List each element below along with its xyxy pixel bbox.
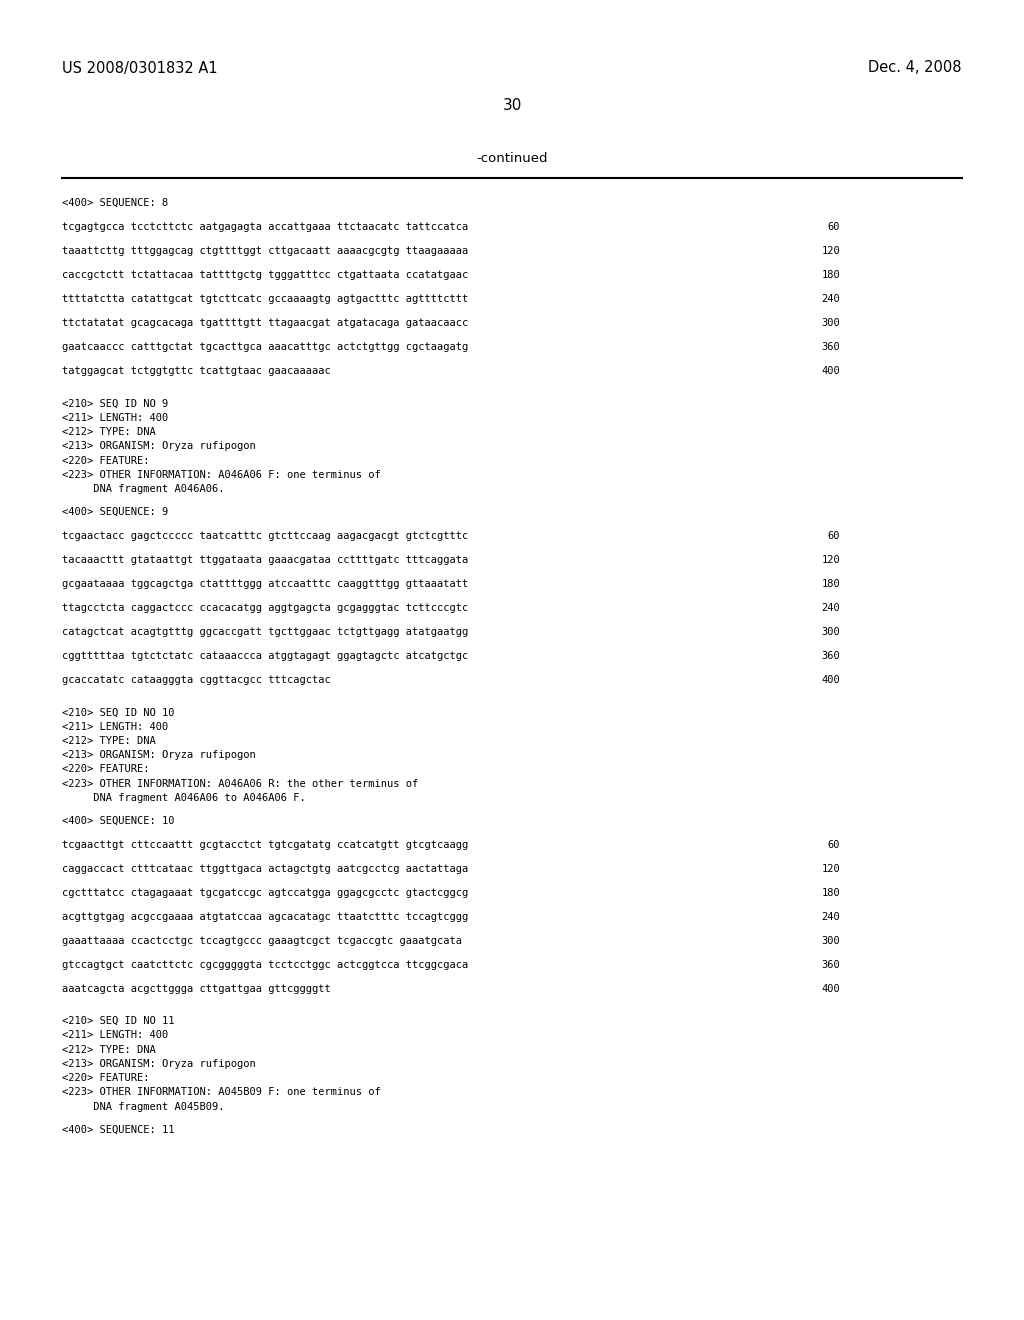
Text: tatggagcat tctggtgttc tcattgtaac gaacaaaaac: tatggagcat tctggtgttc tcattgtaac gaacaaa… [62,366,331,376]
Text: 300: 300 [821,936,840,945]
Text: 60: 60 [827,840,840,850]
Text: 180: 180 [821,887,840,898]
Text: <211> LENGTH: 400: <211> LENGTH: 400 [62,1031,168,1040]
Text: <400> SEQUENCE: 11: <400> SEQUENCE: 11 [62,1125,174,1134]
Text: <400> SEQUENCE: 8: <400> SEQUENCE: 8 [62,198,168,209]
Text: 180: 180 [821,578,840,589]
Text: ttagcctcta caggactccc ccacacatgg aggtgagcta gcgagggtac tcttcccgtc: ttagcctcta caggactccc ccacacatgg aggtgag… [62,603,468,612]
Text: -continued: -continued [476,152,548,165]
Text: <220> FEATURE:: <220> FEATURE: [62,1073,150,1084]
Text: ttttatctta catattgcat tgtcttcatc gccaaaagtg agtgactttc agttttcttt: ttttatctta catattgcat tgtcttcatc gccaaaa… [62,294,468,304]
Text: 120: 120 [821,863,840,874]
Text: acgttgtgag acgccgaaaa atgtatccaa agcacatagc ttaatctttc tccagtcggg: acgttgtgag acgccgaaaa atgtatccaa agcacat… [62,912,468,921]
Text: <223> OTHER INFORMATION: A045B09 F: one terminus of: <223> OTHER INFORMATION: A045B09 F: one … [62,1088,381,1097]
Text: <210> SEQ ID NO 11: <210> SEQ ID NO 11 [62,1016,174,1026]
Text: cgctttatcc ctagagaaat tgcgatccgc agtccatgga ggagcgcctc gtactcggcg: cgctttatcc ctagagaaat tgcgatccgc agtccat… [62,887,468,898]
Text: US 2008/0301832 A1: US 2008/0301832 A1 [62,61,218,75]
Text: <210> SEQ ID NO 10: <210> SEQ ID NO 10 [62,708,174,717]
Text: caccgctctt tctattacaa tattttgctg tgggatttcc ctgattaata ccatatgaac: caccgctctt tctattacaa tattttgctg tgggatt… [62,271,468,280]
Text: 30: 30 [503,98,521,112]
Text: 400: 400 [821,675,840,685]
Text: DNA fragment A046A06.: DNA fragment A046A06. [62,484,224,494]
Text: <210> SEQ ID NO 9: <210> SEQ ID NO 9 [62,399,168,408]
Text: <213> ORGANISM: Oryza rufipogon: <213> ORGANISM: Oryza rufipogon [62,750,256,760]
Text: DNA fragment A045B09.: DNA fragment A045B09. [62,1102,224,1111]
Text: 180: 180 [821,271,840,280]
Text: 240: 240 [821,294,840,304]
Text: <212> TYPE: DNA: <212> TYPE: DNA [62,1044,156,1055]
Text: 240: 240 [821,603,840,612]
Text: gaaattaaaa ccactcctgc tccagtgccc gaaagtcgct tcgaccgtc gaaatgcata: gaaattaaaa ccactcctgc tccagtgccc gaaagtc… [62,936,462,945]
Text: caggaccact ctttcataac ttggttgaca actagctgtg aatcgcctcg aactattaga: caggaccact ctttcataac ttggttgaca actagct… [62,863,468,874]
Text: ttctatatat gcagcacaga tgattttgtt ttagaacgat atgatacaga gataacaacc: ttctatatat gcagcacaga tgattttgtt ttagaac… [62,318,468,327]
Text: tacaaacttt gtataattgt ttggataata gaaacgataa ccttttgatc tttcaggata: tacaaacttt gtataattgt ttggataata gaaacga… [62,554,468,565]
Text: <223> OTHER INFORMATION: A046A06 R: the other terminus of: <223> OTHER INFORMATION: A046A06 R: the … [62,779,418,788]
Text: <213> ORGANISM: Oryza rufipogon: <213> ORGANISM: Oryza rufipogon [62,1059,256,1069]
Text: tcgaacttgt cttccaattt gcgtacctct tgtcgatatg ccatcatgtt gtcgtcaagg: tcgaacttgt cttccaattt gcgtacctct tgtcgat… [62,840,468,850]
Text: Dec. 4, 2008: Dec. 4, 2008 [868,61,962,75]
Text: <213> ORGANISM: Oryza rufipogon: <213> ORGANISM: Oryza rufipogon [62,441,256,451]
Text: <400> SEQUENCE: 10: <400> SEQUENCE: 10 [62,816,174,825]
Text: gcaccatatc cataagggta cggttacgcc tttcagctac: gcaccatatc cataagggta cggttacgcc tttcagc… [62,675,331,685]
Text: <400> SEQUENCE: 9: <400> SEQUENCE: 9 [62,507,168,517]
Text: aaatcagcta acgcttggga cttgattgaa gttcggggtt: aaatcagcta acgcttggga cttgattgaa gttcggg… [62,983,331,994]
Text: catagctcat acagtgtttg ggcaccgatt tgcttggaac tctgttgagg atatgaatgg: catagctcat acagtgtttg ggcaccgatt tgcttgg… [62,627,468,636]
Text: gaatcaaccc catttgctat tgcacttgca aaacatttgc actctgttgg cgctaagatg: gaatcaaccc catttgctat tgcacttgca aaacatt… [62,342,468,352]
Text: <220> FEATURE:: <220> FEATURE: [62,764,150,775]
Text: 240: 240 [821,912,840,921]
Text: gcgaataaaa tggcagctga ctattttggg atccaatttc caaggtttgg gttaaatatt: gcgaataaaa tggcagctga ctattttggg atccaat… [62,578,468,589]
Text: 400: 400 [821,983,840,994]
Text: 360: 360 [821,342,840,352]
Text: <212> TYPE: DNA: <212> TYPE: DNA [62,735,156,746]
Text: 60: 60 [827,531,840,541]
Text: cggtttttaa tgtctctatc cataaaccca atggtagagt ggagtagctc atcatgctgc: cggtttttaa tgtctctatc cataaaccca atggtag… [62,651,468,661]
Text: <220> FEATURE:: <220> FEATURE: [62,455,150,466]
Text: taaattcttg tttggagcag ctgttttggt cttgacaatt aaaacgcgtg ttaagaaaaa: taaattcttg tttggagcag ctgttttggt cttgaca… [62,246,468,256]
Text: tcgaactacc gagctccccc taatcatttc gtcttccaag aagacgacgt gtctcgtttc: tcgaactacc gagctccccc taatcatttc gtcttcc… [62,531,468,541]
Text: <211> LENGTH: 400: <211> LENGTH: 400 [62,722,168,731]
Text: tcgagtgcca tcctcttctc aatgagagta accattgaaa ttctaacatc tattccatca: tcgagtgcca tcctcttctc aatgagagta accattg… [62,222,468,232]
Text: 120: 120 [821,246,840,256]
Text: 300: 300 [821,627,840,636]
Text: 360: 360 [821,651,840,661]
Text: 60: 60 [827,222,840,232]
Text: gtccagtgct caatcttctc cgcgggggta tcctcctggc actcggtcca ttcggcgaca: gtccagtgct caatcttctc cgcgggggta tcctcct… [62,960,468,970]
Text: <223> OTHER INFORMATION: A046A06 F: one terminus of: <223> OTHER INFORMATION: A046A06 F: one … [62,470,381,479]
Text: 400: 400 [821,366,840,376]
Text: 120: 120 [821,554,840,565]
Text: <211> LENGTH: 400: <211> LENGTH: 400 [62,413,168,422]
Text: 360: 360 [821,960,840,970]
Text: DNA fragment A046A06 to A046A06 F.: DNA fragment A046A06 to A046A06 F. [62,793,306,803]
Text: 300: 300 [821,318,840,327]
Text: <212> TYPE: DNA: <212> TYPE: DNA [62,428,156,437]
